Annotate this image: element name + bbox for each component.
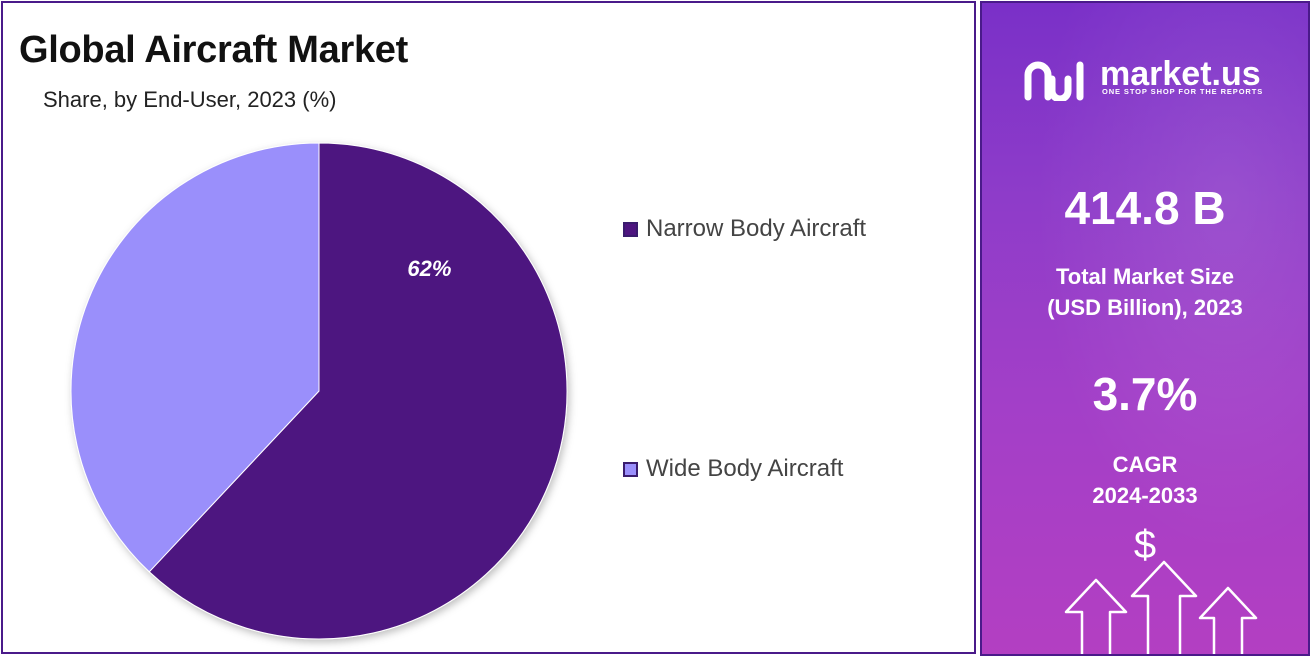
legend-label: Narrow Body Aircraft	[646, 215, 867, 242]
pie-slice-narrow-body-aircraft	[148, 142, 568, 640]
legend-swatch	[623, 221, 638, 237]
dollar-icon: $	[1133, 523, 1157, 567]
chart-panel: Global Aircraft Market Share, by End-Use…	[1, 1, 976, 654]
pie-chart: 62%	[70, 142, 568, 640]
legend-item: Wide Body Aircraft	[623, 455, 843, 483]
brand: market.us ONE STOP SHOP FOR THE REPORTS	[982, 55, 1308, 105]
legend-swatch	[623, 461, 638, 477]
cagr-value: 3.7%	[1092, 368, 1198, 420]
legend-label: Wide Body Aircraft	[646, 455, 844, 482]
market-size-value: 414.8 B	[1064, 182, 1226, 234]
legend-item: Narrow Body Aircraft	[623, 215, 866, 243]
summary-panel: market.us ONE STOP SHOP FOR THE REPORTS …	[980, 1, 1310, 656]
cagr-label: CAGR 2024-2033	[1092, 452, 1198, 508]
brand-tagline: ONE STOP SHOP FOR THE REPORTS	[1102, 87, 1264, 96]
pie-slice-wide-body-aircraft	[70, 142, 320, 573]
chart-subtitle: Share, by End-User, 2023 (%)	[43, 87, 337, 112]
market-us-logo-icon	[1024, 61, 1084, 101]
growth-arrows-icon	[1064, 560, 1258, 654]
market-size-label: Total Market Size (USD Billion), 2023	[1047, 264, 1243, 320]
brand-name: market.us	[1100, 55, 1261, 93]
pie-data-label: 62%	[407, 256, 451, 281]
chart-title: Global Aircraft Market	[19, 29, 408, 71]
